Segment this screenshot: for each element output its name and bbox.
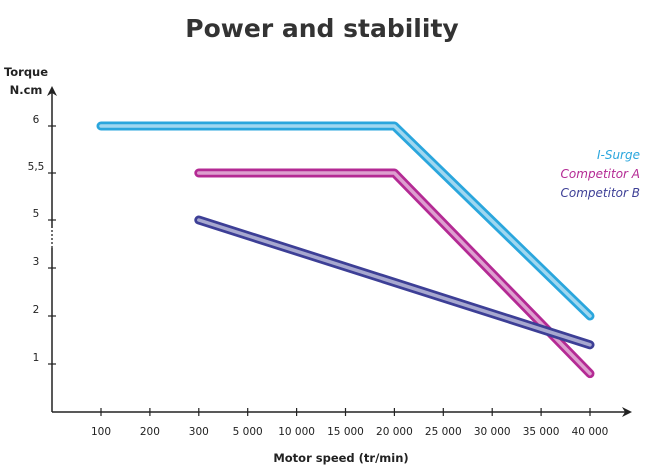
- x-tick-label: 15 000: [327, 426, 364, 438]
- legend-item-i-surge: I-Surge: [597, 148, 640, 162]
- y-tick-label: 2: [33, 304, 40, 316]
- x-ticks: 100 200 300 5 000 10 000 15 000 20 000 25 000 30…: [91, 408, 608, 438]
- x-tick-label: 300: [189, 426, 209, 438]
- series-competitor-b: [194, 215, 595, 350]
- x-tick-label: 30 000: [474, 426, 511, 438]
- series-line-highlight: [197, 218, 592, 347]
- y-tick-label: 5,5: [28, 161, 45, 173]
- y-tick-label: 5: [33, 208, 40, 220]
- series-competitor-a: [194, 168, 595, 379]
- x-axis-title: Motor speed (tr/min): [273, 451, 408, 465]
- legend-item-competitor-a: Competitor A: [561, 167, 640, 181]
- y-axis-title: Torque: [4, 65, 48, 79]
- series-line-outer: [96, 121, 595, 321]
- y-ticks: 1 2 3 5 5,5 6: [28, 114, 56, 365]
- chart-title: Power and stability: [185, 14, 458, 43]
- x-tick-label: 20 000: [376, 426, 413, 438]
- legend: I-Surge Competitor A Competitor B: [561, 148, 640, 200]
- series-line-highlight: [99, 124, 592, 318]
- series-lines: [96, 121, 595, 379]
- y-tick-label: 3: [33, 256, 40, 268]
- series-line-highlight: [197, 171, 592, 376]
- y-tick-label: 1: [33, 352, 40, 364]
- legend-item-competitor-b: Competitor B: [561, 186, 640, 200]
- x-tick-label: 10 000: [278, 426, 315, 438]
- x-tick-label: 25 000: [425, 426, 462, 438]
- x-tick-label: 40 000: [572, 426, 609, 438]
- x-tick-label: 35 000: [523, 426, 560, 438]
- series-i-surge: [96, 121, 595, 321]
- x-tick-label: 200: [140, 426, 160, 438]
- y-axis-unit: N.cm: [10, 83, 43, 97]
- series-line-outer: [194, 168, 595, 379]
- y-tick-label: 6: [33, 114, 40, 126]
- x-tick-label: 100: [91, 426, 111, 438]
- x-tick-label: 5 000: [233, 426, 263, 438]
